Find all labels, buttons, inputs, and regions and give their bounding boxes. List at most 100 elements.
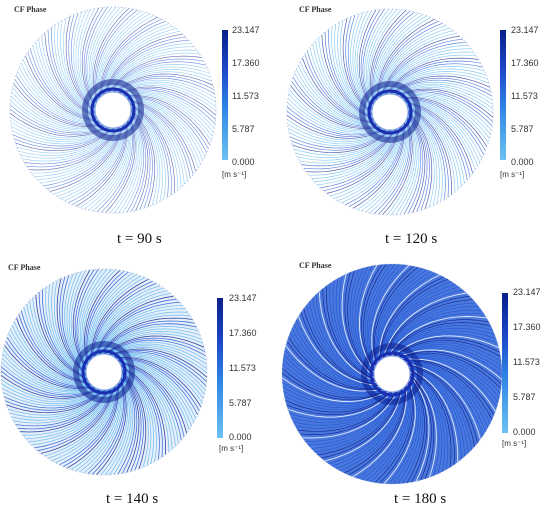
panel-t180: CF Phase 23.147 17.360 11.573 5.787 0.00… [275,258,550,516]
legend-tick-2: 17.360 [232,58,260,68]
streamline [407,111,428,212]
streamline [46,124,125,190]
streamline [402,358,495,416]
streamline [73,11,96,112]
streamline [113,77,215,95]
streamline [407,110,430,211]
streamline [92,290,168,359]
streamline [91,285,161,360]
streamline [353,121,406,209]
streamline [403,99,474,174]
streamline [102,333,204,355]
streamline [104,337,206,355]
streamline [374,380,413,483]
streamline [345,16,373,116]
streamline [386,316,487,358]
streamline [409,370,440,476]
streamline [338,275,375,379]
streamline [37,386,116,452]
streamline [337,22,374,118]
streamline [51,282,88,378]
streamline [105,46,195,94]
streamline [25,387,113,439]
streamline [342,18,373,116]
streamline [287,123,389,143]
impeller-streamlines [281,263,503,485]
streamline [315,294,377,384]
streamline [309,301,378,385]
streamline [320,126,401,189]
streamline [116,359,190,430]
streamline [363,264,387,372]
streamline [291,328,382,389]
streamline [299,61,379,126]
streamline [374,14,423,103]
streamline [87,6,113,107]
streamline [283,354,386,394]
streamline [362,8,385,110]
streamline [393,342,502,362]
streamline [47,29,98,119]
streamline [352,267,375,375]
streamline [87,272,133,364]
streamline [92,292,171,358]
streamline [405,102,462,187]
streamline [54,24,97,117]
streamline [393,85,494,109]
legend-tick-max: 23.147 [229,293,257,303]
streamline [108,348,208,378]
streamline [292,391,397,426]
streamline [11,389,109,421]
streamline [364,263,392,371]
streamline [26,126,120,168]
streamline [390,333,498,357]
streamline [344,272,375,378]
streamline [95,305,183,357]
streamline [396,347,503,376]
streamline [89,277,145,362]
streamline [408,366,459,463]
streamline [306,128,398,173]
streamline [122,112,143,213]
streamline [11,325,93,387]
streamline [339,20,373,117]
streamline [378,117,412,215]
streamline [32,45,100,122]
streamline [121,93,213,137]
streamline [406,363,475,447]
streamline [401,358,496,412]
streamline [361,120,407,212]
streamline [396,92,492,131]
streamline [375,18,435,101]
streamline [396,91,493,127]
streamline [392,340,501,357]
streamline [8,332,94,388]
streamline [9,389,108,419]
streamline [321,34,375,121]
streamline [404,101,465,184]
streamline [370,381,412,483]
streamline [286,115,387,139]
streamline [60,20,97,116]
streamline [344,385,407,474]
streamline [376,20,439,101]
legend-unit: [m s⁻¹] [502,439,527,448]
streamline [38,291,89,381]
streamline [356,383,408,479]
streamline [409,370,443,475]
streamline [112,73,214,93]
time-caption: t = 140 s [106,491,159,507]
panel-t90: CF Phase 23.147 17.360 11.573 5.787 0.00… [0,0,275,258]
streamline [386,319,489,357]
streamline [123,95,207,153]
streamline [118,88,216,120]
streamline [126,111,145,213]
streamline [117,360,185,437]
streamline [2,387,104,405]
streamline [399,114,420,215]
streamline [27,52,101,123]
streamline [22,127,119,162]
streamline [44,32,98,119]
legend-unit: [m s⁻¹] [222,170,247,179]
streamline [387,71,488,95]
